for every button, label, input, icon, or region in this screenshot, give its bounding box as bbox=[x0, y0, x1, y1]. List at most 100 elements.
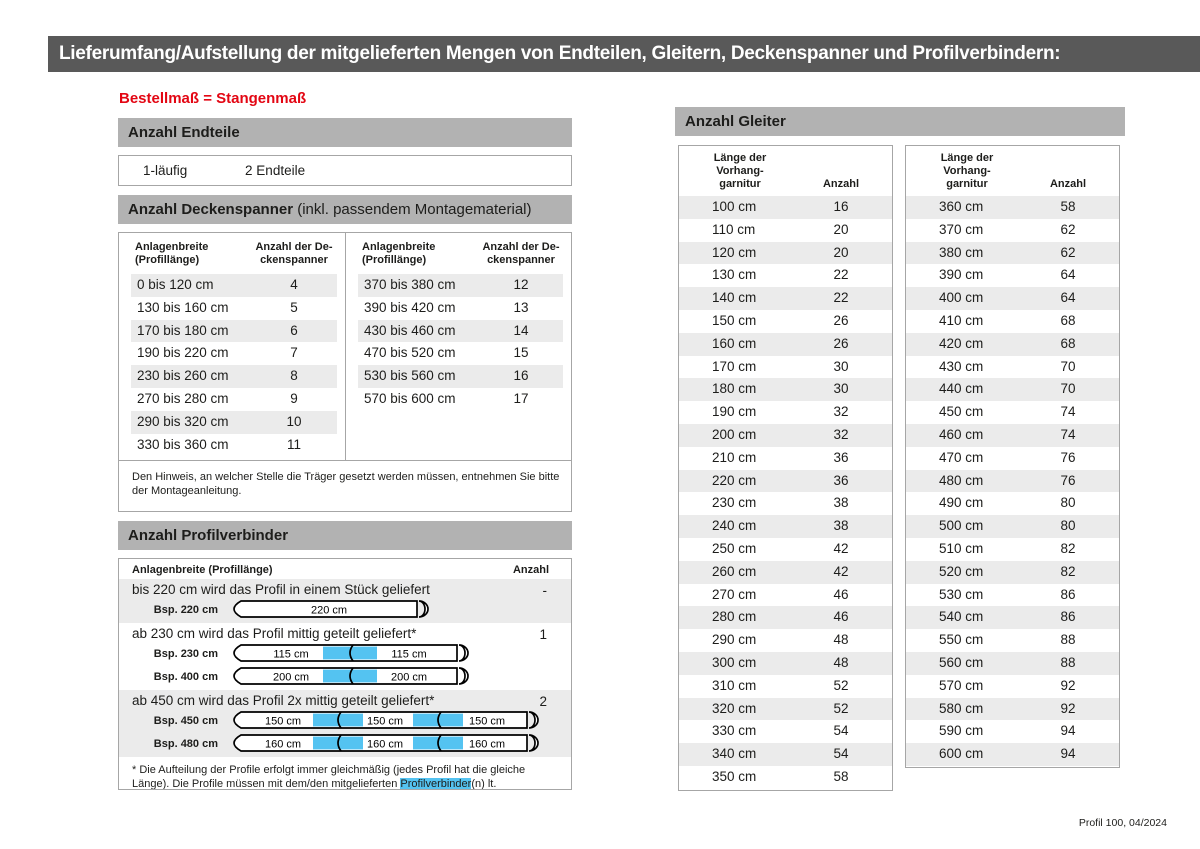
row-description: bis 220 cm wird das Profil in einem Stüc… bbox=[132, 582, 430, 597]
count-cell: 36 bbox=[833, 449, 849, 465]
table-body: 360 cm 58 370 cm 62 380 cm 62 390 cm 64 bbox=[906, 196, 1119, 766]
count-cell: 58 bbox=[1060, 199, 1076, 214]
length-cell: 600 cm bbox=[939, 746, 984, 762]
col-header-laenge: Länge der Vorhang- garnitur bbox=[713, 152, 767, 190]
length-cell: 480 cm bbox=[939, 472, 984, 488]
count-cell: 22 bbox=[833, 267, 849, 283]
count-cell: 82 bbox=[1060, 563, 1076, 579]
length-cell: 350 cm bbox=[712, 768, 757, 784]
range-cell: 0 bis 120 cm bbox=[137, 277, 214, 292]
count-cell: 26 bbox=[833, 312, 849, 328]
heading-rest: (inkl. passendem Montagematerial) bbox=[293, 201, 532, 218]
count-cell: 54 bbox=[833, 746, 849, 762]
row-count: 1 bbox=[539, 627, 547, 642]
count-cell: 48 bbox=[833, 654, 849, 670]
count-cell: 62 bbox=[1060, 244, 1076, 260]
count-cell: 36 bbox=[833, 472, 849, 488]
table-row: 0 bis 120 cm 4 bbox=[131, 274, 337, 297]
section-heading-endteile: Anzahl Endteile bbox=[118, 118, 572, 147]
table-row: 520 cm 82 bbox=[906, 560, 1119, 584]
count-cell: 68 bbox=[1060, 335, 1076, 351]
table-row: 490 cm 80 bbox=[906, 492, 1119, 515]
table-row: 130 cm 22 bbox=[679, 264, 892, 287]
table-row: 170 bis 180 cm 6 bbox=[131, 319, 337, 343]
length-cell: 460 cm bbox=[939, 426, 984, 442]
table-row: 380 cm 62 bbox=[906, 241, 1119, 265]
count-cell: 88 bbox=[1060, 632, 1076, 648]
length-cell: 230 cm bbox=[712, 495, 757, 511]
count-cell: 4 bbox=[290, 277, 298, 292]
page-title: Lieferumfang/Aufstellung der mitgeliefer… bbox=[48, 36, 1200, 72]
length-cell: 380 cm bbox=[939, 244, 984, 260]
table-row: 120 cm 20 bbox=[679, 241, 892, 265]
length-cell: 120 cm bbox=[712, 244, 757, 260]
table-row: 210 cm 36 bbox=[679, 447, 892, 470]
count-cell: 16 bbox=[513, 368, 529, 384]
endteile-variant: 1-läufig bbox=[143, 163, 188, 178]
table-row: 110 cm 20 bbox=[679, 219, 892, 242]
col-header-anzahl: Anzahl bbox=[1049, 178, 1087, 190]
range-cell: 530 bis 560 cm bbox=[364, 368, 456, 384]
count-cell: 30 bbox=[833, 381, 849, 397]
length-cell: 520 cm bbox=[939, 563, 984, 579]
table-row: 190 bis 220 cm 7 bbox=[131, 342, 337, 365]
table-body: 100 cm 16 110 cm 20 120 cm 20 130 cm 22 bbox=[679, 196, 892, 789]
table-row: 450 cm 74 bbox=[906, 401, 1119, 424]
profile-rail-diagram: 115 cm 115 cm bbox=[233, 643, 469, 662]
count-cell: 68 bbox=[1060, 312, 1076, 328]
range-cell: 130 bis 160 cm bbox=[137, 299, 229, 315]
count-cell: 6 bbox=[290, 322, 298, 338]
count-cell: 17 bbox=[513, 390, 529, 406]
segment-length-label: 200 cm bbox=[391, 671, 427, 683]
count-cell: 14 bbox=[513, 322, 529, 338]
length-cell: 420 cm bbox=[939, 335, 984, 351]
profile-example: Bsp. 220 cm 220 cm bbox=[119, 598, 571, 621]
gleiter-table-left: Länge der Vorhang- garnitur Anzahl 100 c… bbox=[678, 145, 893, 791]
count-cell: 38 bbox=[833, 495, 849, 511]
table-row: 460 cm 74 bbox=[906, 423, 1119, 447]
table-row: 300 cm 48 bbox=[679, 651, 892, 675]
length-cell: 470 cm bbox=[939, 449, 984, 465]
table-row: 540 cm 86 bbox=[906, 606, 1119, 630]
count-cell: 94 bbox=[1060, 746, 1076, 762]
count-cell: 20 bbox=[833, 221, 849, 237]
segment-length-label: 115 cm bbox=[391, 648, 426, 660]
length-cell: 510 cm bbox=[939, 540, 984, 556]
count-cell: 62 bbox=[1060, 221, 1076, 237]
table-row: 470 cm 76 bbox=[906, 447, 1119, 470]
table-row: 370 bis 380 cm 12 bbox=[358, 274, 563, 297]
length-cell: 190 cm bbox=[712, 404, 757, 420]
range-cell: 290 bis 320 cm bbox=[137, 413, 229, 429]
count-cell: 16 bbox=[833, 199, 849, 214]
table-row: 400 cm 64 bbox=[906, 287, 1119, 310]
length-cell: 220 cm bbox=[712, 472, 757, 488]
count-cell: 42 bbox=[833, 540, 849, 556]
count-cell: 11 bbox=[286, 436, 301, 452]
length-cell: 590 cm bbox=[939, 723, 984, 739]
section-heading-gleiter: Anzahl Gleiter bbox=[675, 107, 1125, 136]
count-cell: 52 bbox=[833, 677, 849, 693]
count-cell: 30 bbox=[833, 358, 849, 374]
table-header: Anlagenbreite (Profillänge) Anzahl bbox=[119, 559, 571, 579]
deckenspanner-table-right: Anlagenbreite (Profillänge) Anzahl der D… bbox=[345, 233, 571, 460]
table-row: 430 bis 460 cm 14 bbox=[358, 319, 563, 343]
example-label: Bsp. 220 cm bbox=[153, 603, 218, 616]
length-cell: 530 cm bbox=[939, 586, 984, 602]
deckenspanner-box: Anlagenbreite (Profillänge) Anzahl der D… bbox=[118, 232, 572, 512]
table-header: Länge der Vorhang- garnitur Anzahl bbox=[906, 146, 1119, 196]
count-cell: 48 bbox=[833, 632, 849, 648]
count-cell: 9 bbox=[290, 390, 298, 406]
count-cell: 5 bbox=[290, 299, 298, 315]
count-cell: 76 bbox=[1060, 449, 1076, 465]
endteile-value: 2 Endteile bbox=[245, 163, 306, 178]
segment-length-label: 150 cm bbox=[367, 715, 403, 727]
table-row: 530 bis 560 cm 16 bbox=[358, 365, 563, 388]
table-row: 480 cm 76 bbox=[906, 469, 1119, 493]
count-cell: 13 bbox=[513, 299, 529, 315]
profile-rail-diagram: 220 cm bbox=[233, 599, 429, 618]
count-cell: 86 bbox=[1060, 609, 1076, 625]
table-row: 500 cm 80 bbox=[906, 515, 1119, 538]
table-row: 580 cm 92 bbox=[906, 697, 1119, 721]
length-cell: 200 cm bbox=[712, 426, 757, 442]
length-cell: 570 cm bbox=[939, 677, 984, 693]
